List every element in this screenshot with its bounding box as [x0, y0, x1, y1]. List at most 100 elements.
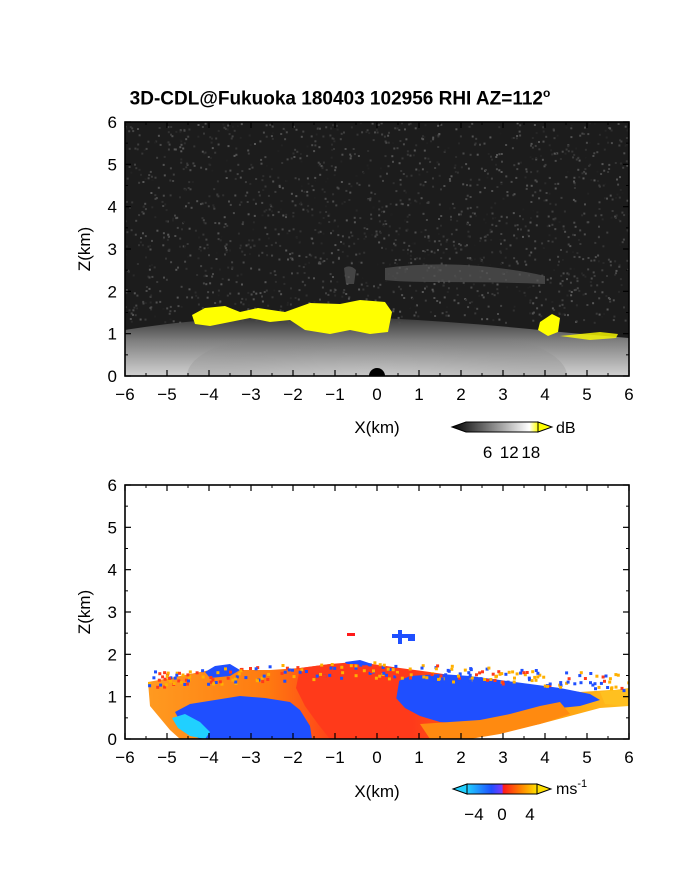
- snr-noise-pixel: [306, 209, 309, 212]
- snr-noise-pixel: [583, 133, 586, 135]
- snr-noise-pixel: [334, 166, 337, 169]
- snr-noise-pixel: [183, 207, 186, 210]
- snr-noise-pixel: [131, 201, 134, 204]
- velocity-speckle-pixel: [300, 668, 304, 672]
- snr-noise-pixel: [289, 303, 292, 306]
- snr-noise-pixel: [549, 281, 552, 284]
- snr-noise-pixel: [326, 200, 329, 203]
- snr-noise-pixel: [561, 303, 564, 306]
- snr-noise-pixel: [476, 206, 479, 209]
- snr-noise-pixel: [193, 164, 196, 167]
- snr-noise-pixel: [343, 289, 346, 291]
- snr-noise-pixel: [560, 274, 563, 277]
- snr-noise-pixel: [292, 215, 295, 218]
- snr-noise-pixel: [442, 235, 445, 238]
- snr-noise-pixel: [230, 137, 233, 140]
- velocity-speckle-pixel: [500, 672, 504, 676]
- snr-noise-pixel: [168, 249, 171, 252]
- snr-noise-pixel: [247, 243, 250, 246]
- snr-noise-pixel: [463, 283, 466, 286]
- snr-noise-pixel: [246, 191, 249, 194]
- snr-noise-pixel: [545, 135, 548, 138]
- snr-noise-pixel: [540, 154, 542, 157]
- snr-noise-pixel: [440, 224, 442, 227]
- snr-noise-pixel: [413, 149, 416, 152]
- snr-noise-pixel: [500, 233, 503, 235]
- snr-noise-pixel: [548, 192, 551, 195]
- snr-noise-pixel: [486, 176, 489, 179]
- velocity-speckle-pixel: [481, 670, 484, 674]
- snr-noise-pixel: [589, 163, 592, 166]
- snr-noise-pixel: [541, 158, 544, 161]
- snr-noise-pixel: [422, 250, 425, 252]
- snr-noise-pixel: [180, 285, 183, 288]
- snr-noise-pixel: [212, 273, 214, 276]
- snr-noise-pixel: [157, 134, 160, 137]
- snr-noise-pixel: [621, 192, 624, 195]
- velocity-speckle-pixel: [173, 676, 177, 680]
- snr-noise-pixel: [478, 178, 481, 181]
- snr-noise-pixel: [608, 163, 611, 166]
- snr-noise-pixel: [209, 136, 212, 139]
- snr-noise-pixel: [459, 213, 462, 216]
- snr-noise-pixel: [239, 136, 242, 139]
- snr-noise-pixel: [581, 272, 583, 275]
- snr-noise-pixel: [361, 277, 364, 280]
- snr-noise-pixel: [183, 129, 186, 132]
- velocity-speckle-pixel: [378, 674, 382, 678]
- snr-noise-pixel: [302, 208, 305, 211]
- snr-noise-pixel: [473, 212, 476, 215]
- snr-noise-pixel: [316, 127, 319, 130]
- snr-noise-pixel: [525, 187, 528, 190]
- snr-noise-pixel: [558, 290, 561, 293]
- snr-noise-pixel: [623, 152, 626, 155]
- snr-noise-pixel: [179, 129, 182, 132]
- snr-noise-pixel: [349, 191, 352, 194]
- snr-noise-pixel: [467, 230, 470, 233]
- snr-noise-pixel: [365, 281, 368, 284]
- snr-noise-pixel: [582, 258, 585, 261]
- snr-noise-pixel: [225, 243, 228, 246]
- snr-noise-pixel: [479, 143, 481, 146]
- snr-noise-pixel: [318, 146, 321, 149]
- snr-noise-pixel: [388, 263, 391, 266]
- velocity-speckle-pixel: [235, 675, 239, 679]
- snr-noise-pixel: [267, 194, 270, 197]
- snr-noise-pixel: [169, 305, 172, 308]
- snr-noise-pixel: [280, 293, 283, 296]
- snr-noise-pixel: [409, 257, 412, 260]
- velocity-speckle-pixel: [341, 671, 345, 675]
- snr-noise-pixel: [460, 166, 463, 169]
- snr-noise-pixel: [255, 202, 257, 205]
- snr-noise-pixel: [379, 231, 382, 234]
- snr-noise-pixel: [227, 145, 230, 148]
- snr-noise-pixel: [132, 309, 135, 312]
- velocity-colorbar-tick-label: −4: [464, 805, 483, 824]
- snr-noise-pixel: [294, 177, 297, 180]
- snr-x-tick-label: −6: [115, 385, 134, 404]
- velocity-speckle-pixel: [244, 676, 248, 680]
- snr-noise-pixel: [542, 126, 545, 129]
- snr-noise-pixel: [411, 297, 414, 300]
- snr-y-tick-label: 2: [108, 282, 117, 301]
- snr-noise-pixel: [513, 305, 516, 308]
- snr-noise-pixel: [250, 163, 253, 166]
- snr-noise-pixel: [453, 244, 455, 247]
- snr-noise-pixel: [358, 288, 361, 291]
- snr-noise-pixel: [573, 268, 576, 270]
- snr-noise-pixel: [481, 318, 483, 321]
- velocity-speckle-pixel: [543, 684, 547, 688]
- snr-noise-pixel: [534, 191, 537, 194]
- snr-noise-pixel: [392, 308, 395, 311]
- snr-noise-pixel: [237, 232, 240, 235]
- snr-noise-pixel: [307, 204, 310, 207]
- snr-noise-pixel: [239, 247, 242, 250]
- snr-noise-pixel: [144, 208, 147, 211]
- snr-noise-pixel: [372, 139, 375, 142]
- snr-noise-pixel: [219, 239, 222, 242]
- velocity-speckle-pixel: [370, 670, 374, 673]
- snr-noise-pixel: [418, 257, 421, 260]
- velocity-speckle-pixel: [409, 676, 412, 680]
- velocity-speckle-pixel: [237, 672, 241, 676]
- snr-noise-pixel: [446, 306, 448, 309]
